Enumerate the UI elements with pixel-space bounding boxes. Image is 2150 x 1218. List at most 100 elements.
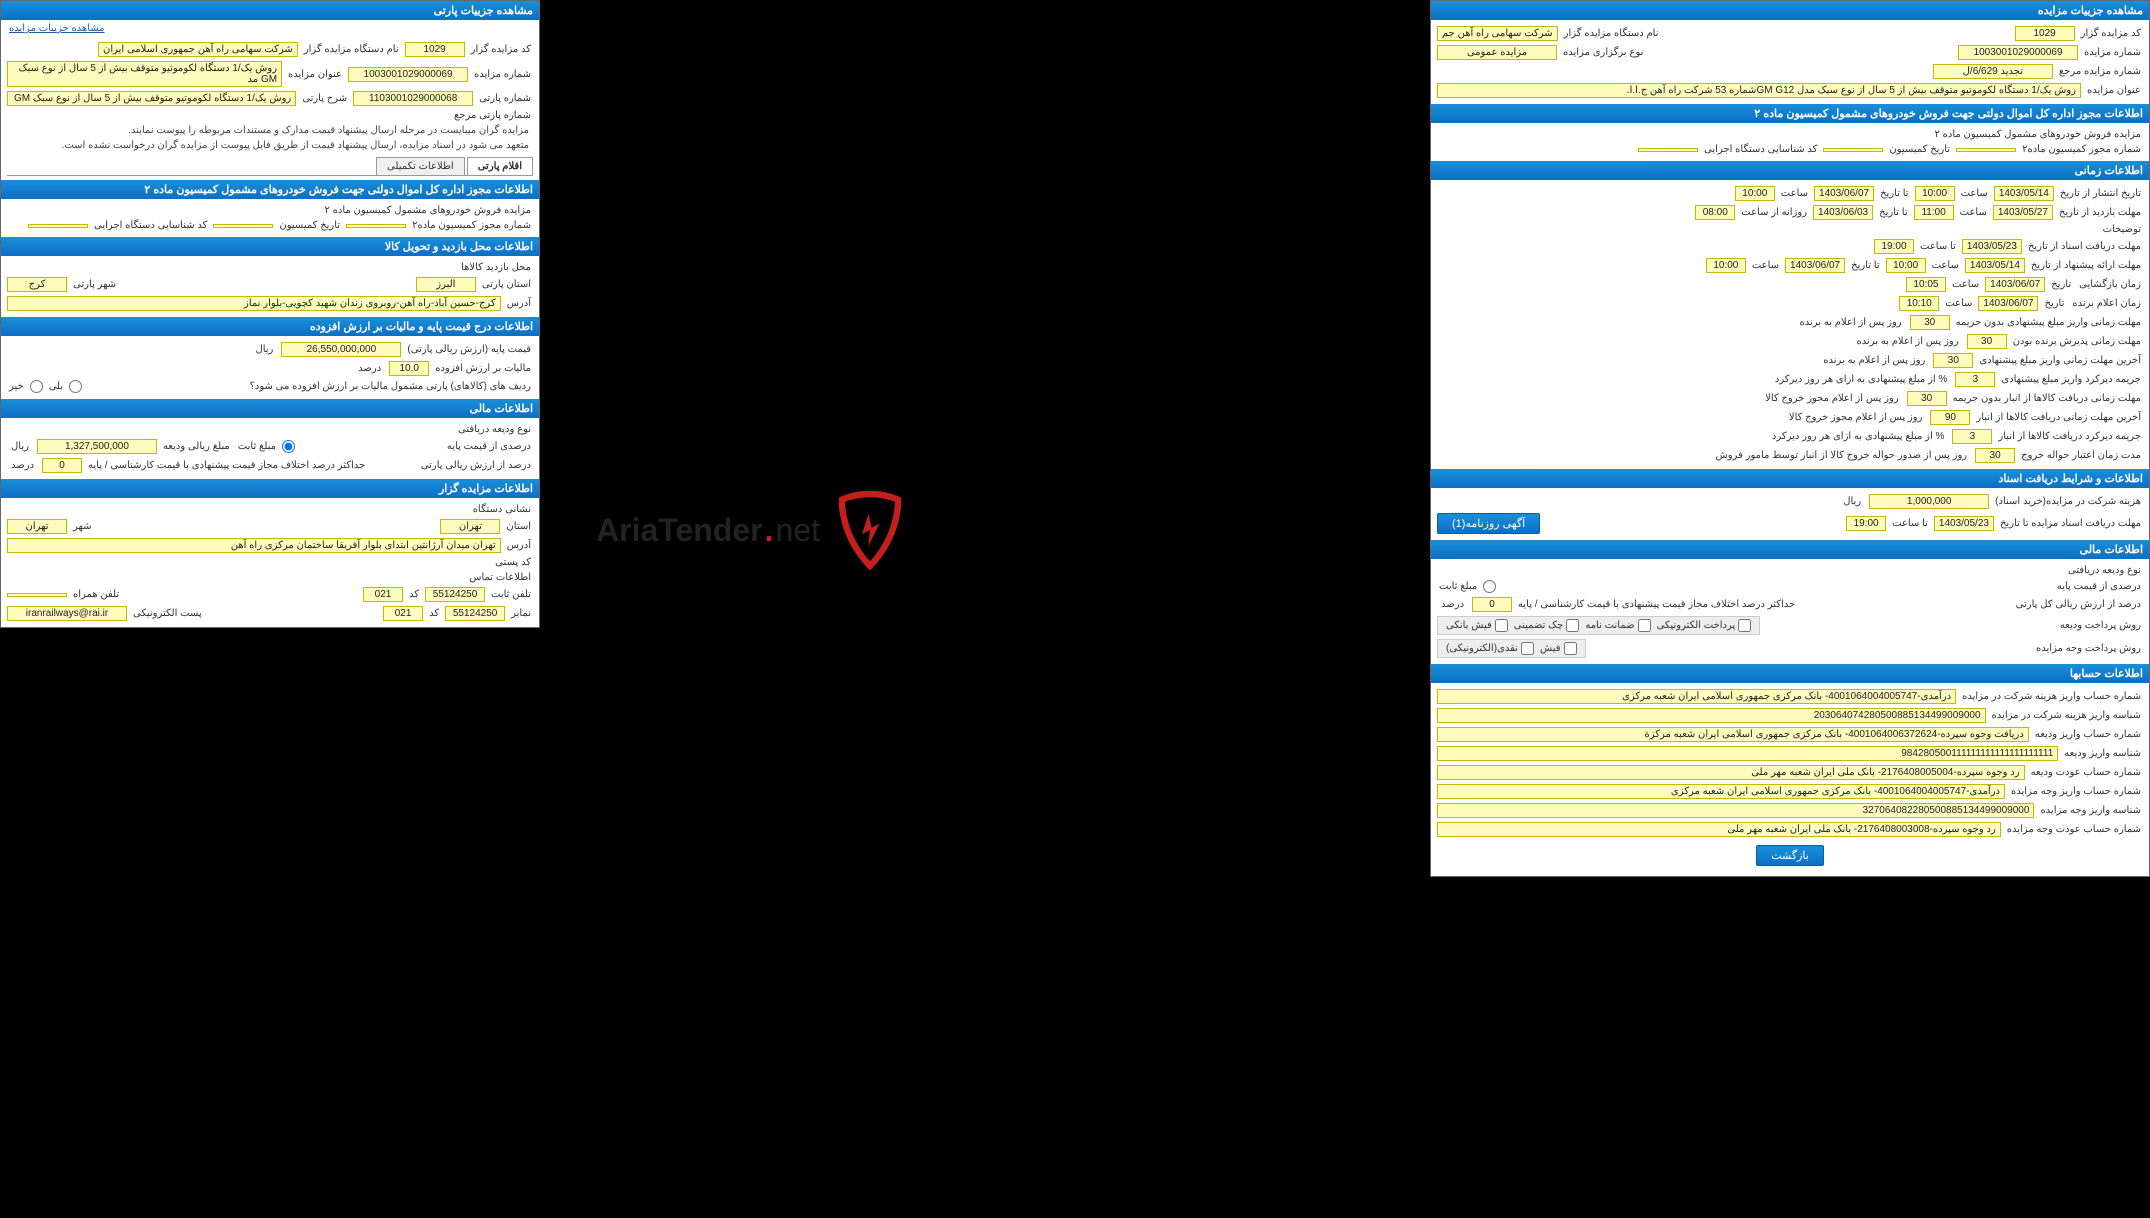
l-addr-lbl: آدرس [505, 298, 533, 309]
visit-lbl: مهلت بازدید از تاریخ [2057, 207, 2143, 218]
r5-radio[interactable] [1564, 642, 1577, 655]
sec6-body: شماره حساب واریز هزینه شرکت در مزایدهدرآ… [1431, 683, 2149, 876]
tab-items[interactable]: اقلام پارتی [467, 157, 533, 175]
com-date-label: تاریخ کمیسیون [1887, 144, 1952, 155]
l6-city-val: تهران [7, 519, 67, 534]
l6-tel-lbl: تلفن ثابت [489, 589, 533, 600]
r4-radio[interactable] [1495, 619, 1508, 632]
pub-to-time: 10:00 [1735, 186, 1775, 201]
time-lbl-1: ساعت [1959, 188, 1990, 199]
open-time: 10:05 [1906, 277, 1946, 292]
diff-val: 0 [1472, 597, 1512, 612]
a3-val: دریافت وجوه سپرده-4001064006372624- بانک… [1437, 727, 2029, 742]
no-radio[interactable] [30, 380, 43, 393]
r3-radio[interactable] [1566, 619, 1579, 632]
tab-extra[interactable]: اطلاعات تکمیلی [376, 157, 465, 175]
type-label: نوع برگزاری مزایده [1561, 47, 1645, 58]
com-num-label: شماره مجوز کمیسیون ماده۲ [2020, 144, 2143, 155]
a1-val: درآمدی-4001064004005747- بانک مرکزی جمهو… [1437, 689, 1956, 704]
d4-unit: % از مبلغ پیشنهادی به ازای هر روز دیرکرد [1771, 374, 1952, 385]
l-party-num-lbl: شماره پارتی [477, 93, 533, 104]
l-party-desc-lbl: شرح پارتی [300, 93, 349, 104]
d7-lbl: جریمه دیرکرد دریافت کالاها از انبار [1996, 431, 2143, 442]
a4-val: 984280500111111111111111111111 [1437, 746, 2058, 761]
fixed-radio[interactable] [1483, 580, 1496, 593]
sec1-header: مشاهده جزییات مزایده [1431, 1, 2149, 20]
l-prov-val: البرز [416, 277, 476, 292]
left-panel: مشاهده جزییات پارتی مشاهده جزییات مزایده… [0, 0, 540, 628]
doc4-time-lbl: تا ساعت [1890, 518, 1930, 529]
d2-val: 30 [1967, 334, 2007, 349]
l-diff-val: 0 [42, 458, 82, 473]
d6-unit: روز پس از اعلام مجوز خروج کالا [1785, 412, 1927, 423]
note1: مزایده گران میبایست در مرحله ارسال پیشنه… [7, 123, 533, 138]
subj-field: روش یک/1 دستگاه لکوموتیو متوقف بیش از 5 … [1437, 83, 2081, 98]
logo-area: AriaTender.net [550, 480, 910, 580]
l6-email-lbl: پست الکترونیکی [131, 608, 204, 619]
right-panel: مشاهده جزییات مزایده کد مزایده گزار 1029… [1430, 0, 2150, 877]
l-base-pct-lbl: درصدی از قیمت پایه [445, 441, 533, 452]
l6-mob-val [7, 593, 67, 597]
a2-lbl: شناسه واریز هزینه شرکت در مزایده [1990, 710, 2143, 721]
logo-main: AriaTender [596, 512, 763, 549]
doc-lbl: مهلت دریافت اسناد از تاریخ [2026, 241, 2143, 252]
l6-email-val: iranrailways@rai.ir [7, 606, 127, 621]
open-date: 1403/06/07 [1985, 277, 2045, 292]
note-lbl: توضیحات [2101, 224, 2143, 235]
sec4-body: هزینه شرکت در مزایده(خرید اسناد) 1,000,0… [1431, 488, 2149, 540]
back-button[interactable]: بازگشت [1756, 845, 1824, 866]
winner-time: 10:10 [1899, 296, 1939, 311]
l-subj-lbl: عنوان مزایده [286, 69, 344, 80]
yes-radio[interactable] [69, 380, 82, 393]
total-lbl: درصد از ارزش ریالی کل پارتی [2014, 599, 2143, 610]
a2-val: 203064074280500885134499009000 [1437, 708, 1986, 723]
l-vat-val: 10.0 [389, 361, 429, 376]
sec2-header: اطلاعات مجوز اداره کل اموال دولتی جهت فر… [1431, 104, 2149, 123]
l6-fax-val: 55124250 [445, 606, 505, 621]
d3-lbl: آخرین مهلت زمانی واریز مبلغ پیشنهادی [1977, 355, 2143, 366]
details-link[interactable]: مشاهده جزییات مزایده [5, 21, 109, 36]
l6-fax-lbl: نمابر [509, 608, 533, 619]
pay-dep-lbl: روش پرداخت ودیعه [2058, 620, 2143, 631]
code-label: کد مزایده گزار [2079, 28, 2143, 39]
l-addr-val: کرج-حسین آباد-راه آهن-روبروی زندان شهید … [7, 296, 501, 311]
l-city-val: کرج [7, 277, 67, 292]
doc4-time: 19:00 [1846, 516, 1886, 531]
num-field: 1003001029000069 [1958, 45, 2078, 60]
l-total-lbl: درصد از ارزش ریالی پارتی [419, 460, 533, 471]
subj-label: عنوان مزایده [2085, 85, 2143, 96]
a8-val: رد وجوه سپرده-2176408003008- بانک ملی ای… [1437, 822, 2001, 837]
r2-radio[interactable] [1638, 619, 1651, 632]
pay-dep-radios: پرداخت الکترونیکی ضمانت نامه چک تضمینی ف… [1437, 616, 1760, 635]
l6-tel-code: 021 [363, 587, 403, 602]
open-date-lbl: تاریخ [2049, 279, 2073, 290]
l6-fax-code: 021 [383, 606, 423, 621]
daily-from-lbl: روزانه از ساعت [1739, 207, 1809, 218]
type-field: مزایده عمومی [1437, 45, 1557, 60]
newspaper-button[interactable]: آگهی روزنامه(1) [1437, 513, 1540, 534]
l-com-num-val [346, 224, 406, 228]
l-sec6-body: نشانی دستگاه استان تهران شهر تهران آدرس … [1, 498, 539, 627]
exec-label: کد شناسایی دستگاه اجرایی [1702, 144, 1819, 155]
pub-from-time: 10:00 [1915, 186, 1955, 201]
com-num-field [1956, 148, 2016, 152]
r1-radio[interactable] [1738, 619, 1751, 632]
visit-from: 1403/05/27 [1993, 205, 2053, 220]
offer-from: 1403/05/14 [1965, 258, 2025, 273]
time-lbl-2: ساعت [1779, 188, 1810, 199]
l6-mob-lbl: تلفن همراه [71, 589, 121, 600]
a6-lbl: شماره حساب واریز وجه مزایده [2009, 786, 2143, 797]
code-field: 1029 [2015, 26, 2075, 41]
r6-radio[interactable] [1521, 642, 1534, 655]
l-fixed-radio[interactable] [282, 440, 295, 453]
d2-lbl: مهلت زمانی پذیرش برنده بودن [2011, 336, 2143, 347]
num-label: شماره مزایده [2082, 47, 2143, 58]
fixed-lbl: مبلغ ثابت [1437, 581, 1479, 592]
logo-text: AriaTender.net [596, 512, 820, 549]
l-party-ref-lbl: شماره پارتی مرجع [452, 110, 533, 121]
d7-val: 3 [1952, 429, 1992, 444]
a4-lbl: شناسه واریز ودیعه [2062, 748, 2143, 759]
l-exec-val [28, 224, 88, 228]
diff-unit: درصد [1437, 599, 1468, 610]
l-loc-lbl: محل بازدید کالاها [459, 262, 533, 273]
